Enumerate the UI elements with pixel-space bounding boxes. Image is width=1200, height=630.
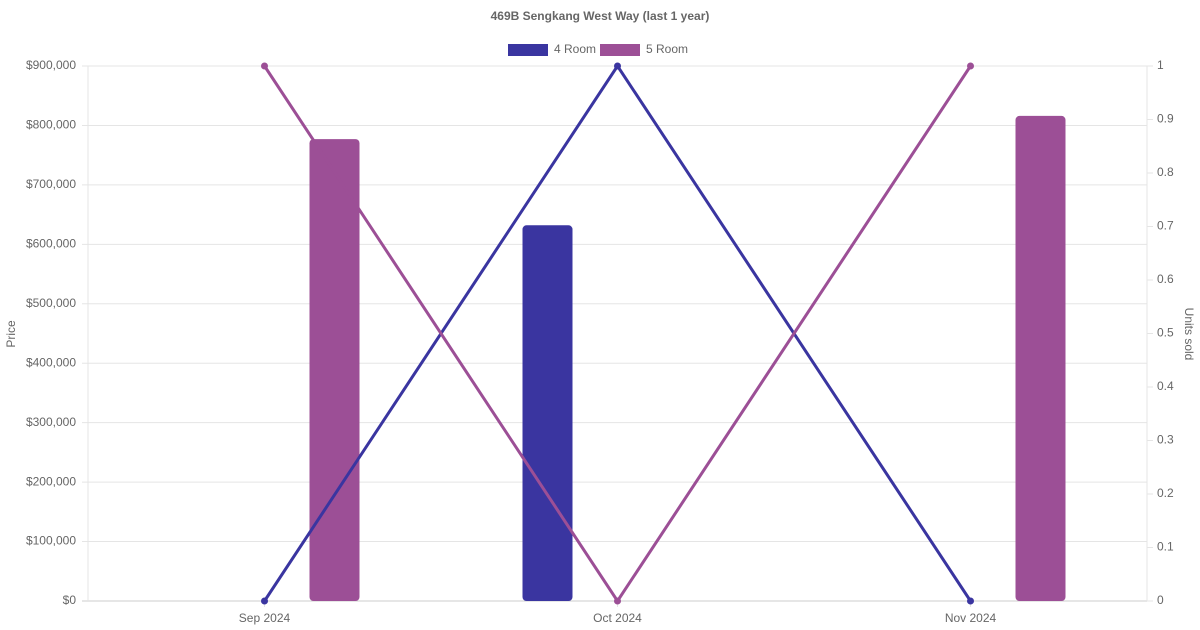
y2-axis-title: Units sold bbox=[1182, 308, 1196, 361]
bar bbox=[522, 225, 573, 602]
y2-tick-label: 0.5 bbox=[1157, 326, 1174, 340]
y2-tick-label: 0 bbox=[1157, 593, 1164, 607]
units-point bbox=[967, 62, 974, 70]
bar bbox=[1015, 115, 1066, 601]
y-tick-label: $300,000 bbox=[26, 415, 76, 429]
y-tick-label: $700,000 bbox=[26, 177, 76, 191]
legend-swatch bbox=[508, 44, 548, 56]
legend-swatch bbox=[600, 44, 640, 56]
units-point bbox=[261, 62, 268, 70]
legend-label: 4 Room bbox=[554, 42, 596, 56]
units-line bbox=[263, 63, 972, 602]
legend-label: 5 Room bbox=[646, 42, 688, 56]
y2-tick-label: 0.8 bbox=[1157, 165, 1174, 179]
x-tick-label: Oct 2024 bbox=[593, 611, 642, 625]
x-tick-label: Nov 2024 bbox=[945, 611, 997, 625]
y-tick-label: $500,000 bbox=[26, 296, 76, 310]
chart-title: 469B Sengkang West Way (last 1 year) bbox=[491, 9, 710, 23]
y-tick-label: $800,000 bbox=[26, 118, 76, 132]
y2-tick-label: 0.3 bbox=[1157, 433, 1174, 447]
bar bbox=[309, 139, 360, 601]
units-point bbox=[614, 62, 621, 70]
y-tick-label: $200,000 bbox=[26, 474, 76, 488]
units-point bbox=[967, 597, 974, 605]
y-axis-title: Price bbox=[4, 320, 18, 348]
y-tick-label: $900,000 bbox=[26, 58, 76, 72]
y2-tick-label: 1 bbox=[1157, 58, 1164, 72]
y2-tick-label: 0.6 bbox=[1157, 272, 1174, 286]
y-tick-label: $600,000 bbox=[26, 237, 76, 251]
units-line bbox=[263, 65, 972, 604]
y2-tick-label: 0.4 bbox=[1157, 379, 1174, 393]
y2-tick-label: 0.2 bbox=[1157, 486, 1174, 500]
y2-tick-label: 0.7 bbox=[1157, 219, 1174, 233]
y2-tick-label: 0.9 bbox=[1157, 112, 1174, 126]
y-tick-label: $100,000 bbox=[26, 534, 76, 548]
units-point bbox=[261, 597, 268, 605]
units-point bbox=[614, 597, 621, 605]
y2-tick-label: 0.1 bbox=[1157, 540, 1174, 554]
y-tick-label: $0 bbox=[63, 593, 77, 607]
x-tick-label: Sep 2024 bbox=[239, 611, 291, 625]
y-tick-label: $400,000 bbox=[26, 355, 76, 369]
